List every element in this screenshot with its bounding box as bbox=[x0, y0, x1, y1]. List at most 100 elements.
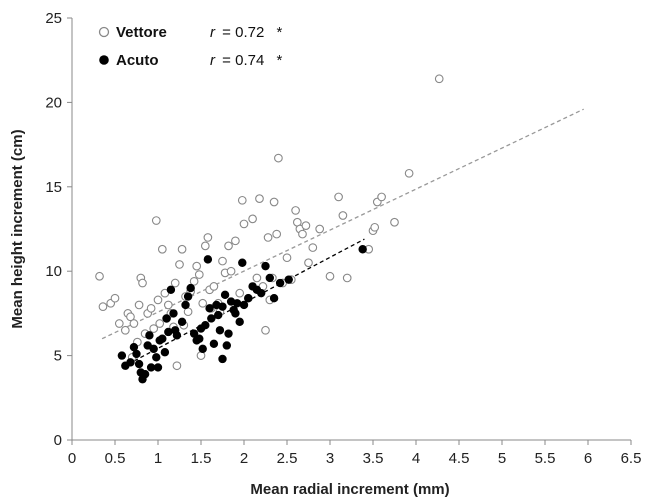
data-point-acuto bbox=[235, 317, 244, 327]
data-point-vettore bbox=[157, 244, 167, 254]
data-point-vettore bbox=[120, 325, 130, 335]
data-point-acuto bbox=[284, 275, 293, 284]
data-point-vettore bbox=[189, 276, 199, 286]
x-tick-label: 2.5 bbox=[277, 450, 298, 467]
data-point-vettore bbox=[237, 195, 247, 205]
data-point-acuto bbox=[132, 349, 141, 359]
data-point-vettore bbox=[239, 219, 249, 229]
data-point-acuto bbox=[218, 354, 227, 364]
data-point-vettore bbox=[129, 319, 139, 328]
data-point-acuto bbox=[145, 331, 154, 340]
x-tick-label: 6.5 bbox=[621, 450, 642, 467]
legend: Vettore r = 0.72 * Acuto r = 0.74 * bbox=[98, 24, 282, 69]
data-point-vettore bbox=[149, 324, 159, 333]
data-point-acuto bbox=[158, 334, 167, 343]
data-point-vettore bbox=[138, 278, 147, 288]
legend-marker-acuto bbox=[99, 55, 109, 65]
data-point-vettore bbox=[153, 295, 163, 305]
data-point-vettore bbox=[218, 256, 227, 266]
data-point-acuto bbox=[214, 310, 223, 320]
data-point-vettore bbox=[315, 224, 325, 234]
y-tick-label: 10 bbox=[45, 263, 62, 280]
data-point-vettore bbox=[235, 288, 245, 298]
data-point-acuto bbox=[239, 300, 249, 310]
data-point-acuto bbox=[209, 339, 219, 348]
data-point-acuto bbox=[172, 331, 182, 340]
tick-labels: 0 0.5 1 1.5 2 2.5 3 3.5 4 4.5 5 5.5 6 6.5 0 5 10 15 20 25 bbox=[45, 10, 641, 467]
data-point-vettore bbox=[390, 217, 399, 227]
legend-significance-acuto: * bbox=[276, 52, 282, 69]
data-point-acuto bbox=[261, 261, 270, 271]
axes bbox=[71, 18, 631, 441]
data-point-acuto bbox=[218, 302, 227, 311]
data-point-acuto bbox=[232, 299, 242, 308]
y-tick-label: 15 bbox=[45, 179, 62, 196]
data-point-vettore bbox=[269, 197, 279, 207]
trendline-vettore bbox=[101, 108, 584, 340]
data-point-acuto bbox=[195, 334, 204, 343]
data-point-acuto bbox=[177, 317, 187, 327]
data-point-vettore bbox=[263, 233, 273, 242]
legend-r-symbol-vettore: r bbox=[210, 24, 216, 41]
data-point-acuto bbox=[134, 359, 144, 369]
data-point-acuto bbox=[152, 353, 161, 362]
data-point-vettore bbox=[252, 273, 262, 283]
data-point-vettore bbox=[203, 233, 213, 242]
x-tick-label: 3 bbox=[326, 450, 334, 467]
data-point-acuto bbox=[160, 348, 170, 357]
data-point-vettore bbox=[261, 325, 270, 335]
x-tick-label: 2 bbox=[240, 450, 248, 467]
data-point-vettore bbox=[209, 282, 219, 291]
x-tick-label: 4.5 bbox=[449, 450, 470, 467]
data-point-vettore bbox=[255, 194, 264, 203]
data-point-acuto bbox=[183, 292, 193, 301]
trendline-acuto bbox=[121, 238, 365, 368]
x-tick-label: 5.5 bbox=[535, 450, 556, 467]
data-point-vettore bbox=[272, 229, 282, 239]
x-axis-label: Mean radial increment (mm) bbox=[250, 481, 449, 498]
data-point-acuto bbox=[203, 255, 213, 264]
series-vettore bbox=[95, 74, 444, 371]
data-point-acuto bbox=[238, 258, 247, 267]
legend-label-vettore: Vettore bbox=[116, 24, 167, 41]
data-point-acuto bbox=[244, 294, 253, 303]
legend-label-acuto: Acuto bbox=[116, 52, 159, 69]
trendlines bbox=[101, 108, 584, 368]
y-tick-label: 0 bbox=[54, 432, 62, 449]
series-acuto bbox=[117, 245, 367, 384]
data-point-acuto bbox=[257, 288, 266, 298]
data-point-acuto bbox=[205, 304, 214, 313]
data-point-acuto bbox=[169, 309, 178, 318]
data-point-vettore bbox=[155, 319, 165, 328]
y-tick-label: 5 bbox=[54, 348, 62, 365]
data-point-acuto bbox=[164, 327, 173, 337]
data-point-vettore bbox=[194, 270, 204, 279]
data-point-vettore bbox=[110, 293, 120, 303]
data-point-vettore bbox=[304, 258, 313, 268]
data-point-vettore bbox=[370, 222, 380, 232]
x-tick-label: 0 bbox=[68, 450, 76, 467]
data-point-vettore bbox=[170, 278, 180, 288]
data-point-vettore bbox=[146, 303, 156, 313]
data-point-vettore bbox=[334, 192, 343, 202]
data-point-acuto bbox=[162, 314, 171, 323]
data-point-acuto bbox=[265, 273, 274, 283]
data-point-vettore bbox=[151, 216, 161, 225]
data-point-vettore bbox=[126, 312, 135, 322]
data-point-vettore bbox=[282, 253, 292, 263]
data-point-vettore bbox=[377, 192, 386, 202]
legend-r-symbol-acuto: r bbox=[210, 52, 216, 69]
data-point-vettore bbox=[163, 300, 173, 310]
data-point-acuto bbox=[207, 314, 216, 323]
data-points bbox=[95, 74, 444, 384]
data-point-vettore bbox=[308, 243, 318, 252]
x-tick-label: 3.5 bbox=[363, 450, 384, 467]
data-point-acuto bbox=[149, 344, 158, 354]
legend-r-value-acuto: = 0.74 bbox=[222, 52, 264, 69]
svg-text:r = 0.74 *: r = 0.74 * bbox=[210, 52, 282, 69]
data-point-acuto bbox=[153, 363, 163, 372]
data-point-vettore bbox=[192, 261, 202, 271]
data-point-vettore bbox=[338, 211, 348, 220]
data-point-acuto bbox=[358, 245, 367, 254]
